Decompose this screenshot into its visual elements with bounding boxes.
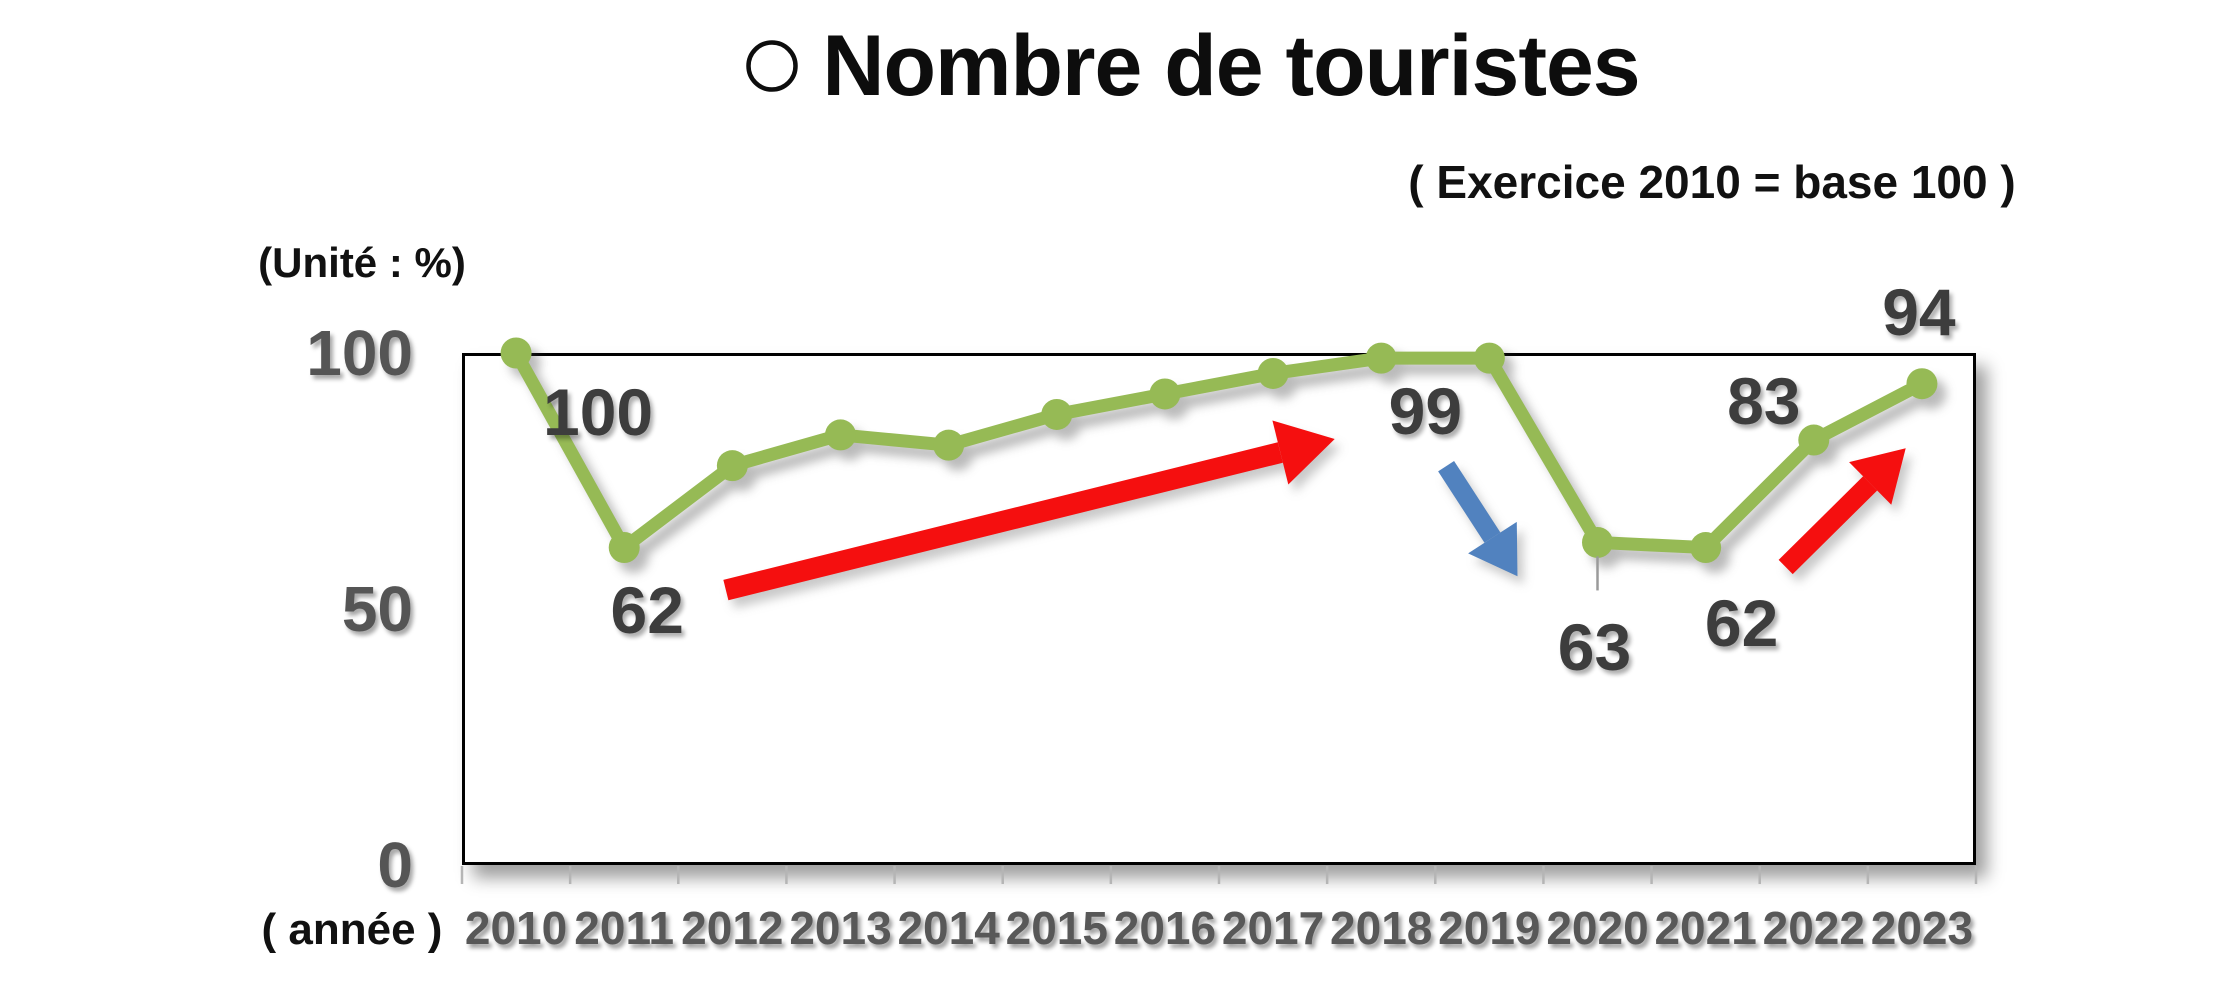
data-point-marker-2018 (1365, 342, 1397, 374)
chart-title: Nombre de touristes (76, 12, 2232, 120)
tourists-series (500, 337, 1938, 564)
data-point-marker-2023 (1906, 368, 1938, 400)
data-point-marker-2013 (825, 419, 856, 451)
trend-arrows (723, 420, 1906, 601)
trend-up-2021-2023-arrow (1778, 448, 1906, 575)
y-axis-tick-0: 0 (377, 829, 413, 901)
data-point-marker-2017 (1257, 357, 1289, 389)
x-axis-tick-2022: 2022 (1762, 902, 1865, 954)
x-axis-tick-2012: 2012 (681, 902, 784, 954)
x-axis-unit-label: ( année ) (261, 905, 443, 954)
x-axis-tick-2013: 2013 (789, 902, 892, 954)
data-point-marker-2016 (1149, 378, 1181, 410)
data-point-marker-2015 (1041, 398, 1073, 430)
data-point-label-2022: 83 (1727, 364, 1801, 439)
x-axis-tick-2020: 2020 (1546, 902, 1649, 954)
y-axis-tick-50: 50 (341, 573, 413, 645)
data-point-marker-2020 (1582, 526, 1613, 558)
x-axis-tick-2019: 2019 (1438, 902, 1541, 954)
x-axis-tick-2011: 2011 (574, 902, 675, 954)
x-axis-tick-2023: 2023 (1870, 902, 1974, 954)
x-axis-tick-2010: 2010 (464, 902, 568, 954)
plot-area (462, 353, 1976, 865)
x-axis-tick-2017: 2017 (1221, 902, 1325, 954)
y-axis-unit-label: (Unité : %) (258, 239, 466, 286)
circle-bullet-icon (744, 38, 800, 94)
x-axis-tick-2018: 2018 (1330, 902, 1433, 954)
data-point-label-2011: 62 (610, 572, 684, 647)
y-axis-tick-100: 100 (306, 317, 413, 389)
data-point-marker-2011 (608, 532, 640, 564)
series-line (509, 346, 1929, 555)
data-point-marker-2019 (1473, 342, 1505, 374)
trend-up-2012-2018-arrow (723, 420, 1335, 601)
trend-down-2019-2020-arrow (1438, 460, 1518, 577)
data-point-label-2010: 100 (543, 375, 654, 449)
data-point-label-2023: 94 (1882, 274, 1956, 349)
data-point-marker-2021 (1690, 532, 1722, 564)
x-axis-tick-2014: 2014 (897, 902, 1000, 954)
x-axis-tick-2015: 2015 (1005, 902, 1108, 954)
data-point-marker-2014 (933, 429, 965, 461)
data-point-label-2020: 63 (1557, 610, 1632, 685)
chart-subtitle: ( Exercice 2010 = base 100 ) (1408, 156, 2016, 208)
x-axis-tickmarks (460, 866, 1978, 884)
x-axis-tick-2021: 2021 (1654, 902, 1757, 954)
data-point-label-2019: 99 (1388, 374, 1463, 449)
data-point-marker-2022 (1798, 424, 1830, 456)
data-point-marker-2010 (500, 337, 532, 369)
data-point-marker-2012 (716, 450, 748, 482)
chart-title-text: Nombre de touristes (822, 17, 1640, 114)
data-point-label-2021: 62 (1704, 585, 1779, 660)
x-axis-tick-2016: 2016 (1113, 902, 1217, 954)
